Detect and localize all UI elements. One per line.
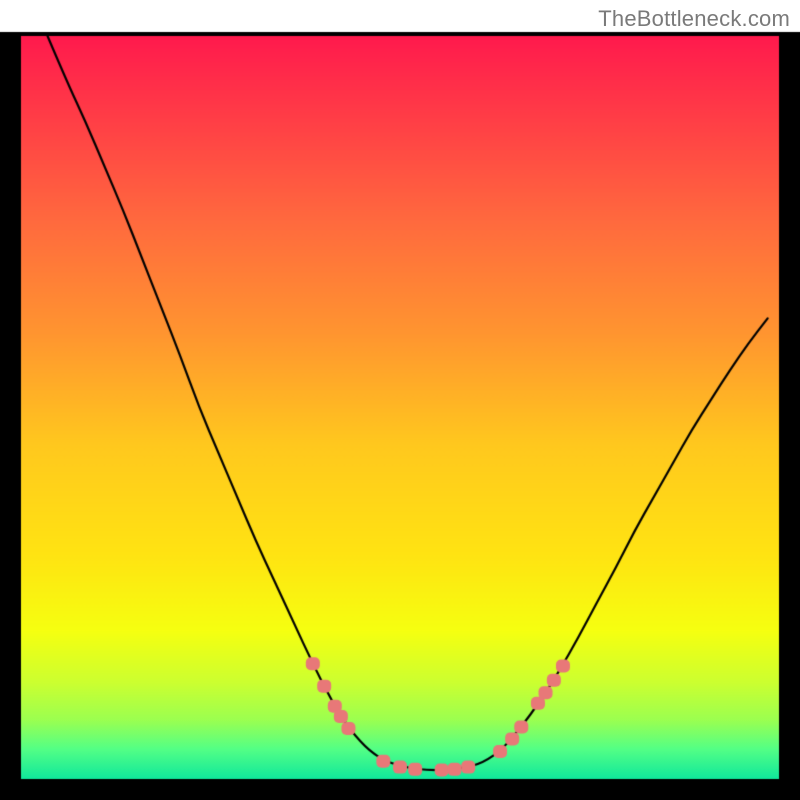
watermark-text: TheBottleneck.com [598,6,790,32]
chart-container: TheBottleneck.com [0,0,800,800]
bottleneck-curve-chart [0,0,800,800]
